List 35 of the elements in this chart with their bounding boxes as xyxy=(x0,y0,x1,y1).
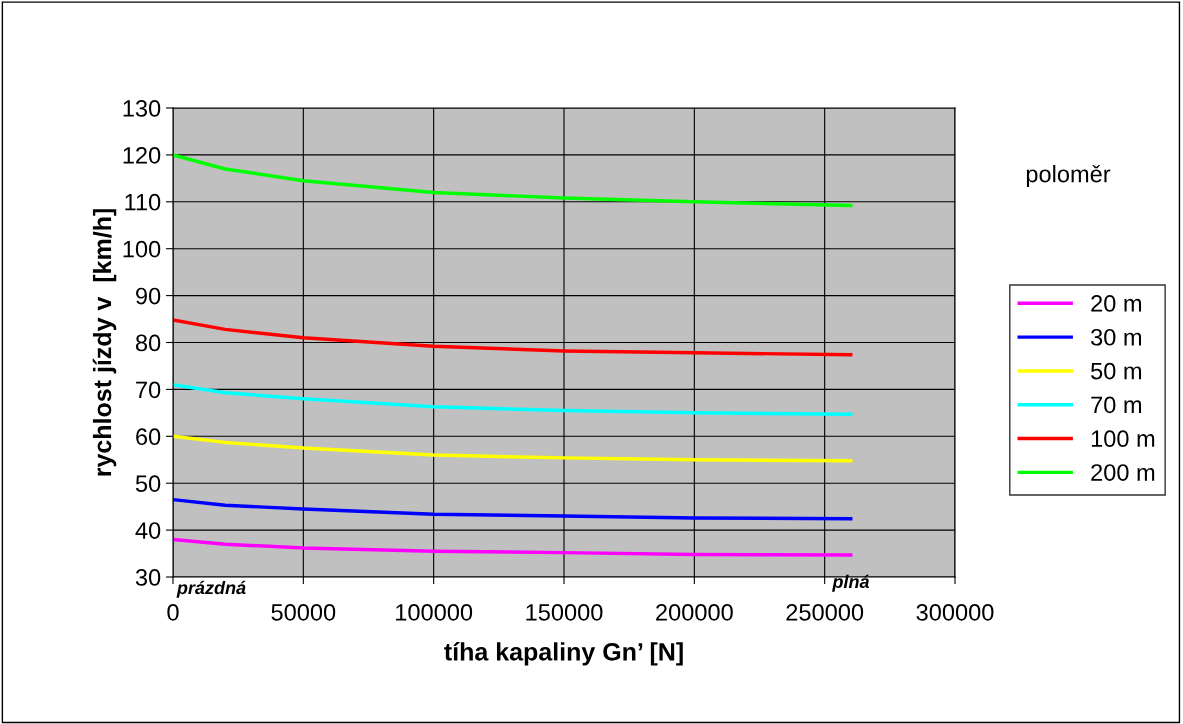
y-tick-label: 120 xyxy=(123,146,161,164)
y-tick-label: 100 xyxy=(123,240,161,258)
line-series xyxy=(173,153,853,208)
legend-label: 100 m xyxy=(1091,430,1155,448)
annotation: plná xyxy=(832,574,870,592)
x-tick-label: 200000 xyxy=(656,604,733,621)
x-tick-label: 100000 xyxy=(396,604,473,621)
y-tick-label: 130 xyxy=(123,100,161,117)
text: prázdná xyxy=(176,580,246,598)
x-axis-title: tíha kapaliny Gn’ [N] xyxy=(444,642,683,666)
x-tick-label: 250000 xyxy=(786,604,864,621)
y-tick-label: 70 xyxy=(136,381,161,399)
y-tick-label: 60 xyxy=(136,428,161,446)
x-tick-label: 0 xyxy=(167,604,179,621)
line-series xyxy=(173,318,853,357)
x-tick-label: 50000 xyxy=(271,604,336,621)
y-tick-label: 50 xyxy=(135,475,161,492)
x-tick-label: 300000 xyxy=(916,604,994,621)
line-series xyxy=(173,537,853,557)
y-tick-label: 30 xyxy=(135,569,161,586)
legend-label: 20 m xyxy=(1091,295,1142,312)
y-axis-title: rychlost jízdy v [km/h] xyxy=(92,209,117,476)
legend-label: 70 m xyxy=(1091,396,1142,414)
x-tick-label: 150000 xyxy=(526,604,603,621)
line-series xyxy=(173,434,853,463)
legend-label: 30 m xyxy=(1090,328,1142,346)
legend-label: 50 m xyxy=(1091,362,1142,380)
line-series xyxy=(173,382,853,416)
line-series xyxy=(173,497,853,521)
legend-label: 200 m xyxy=(1091,464,1155,481)
y-tick-label: 80 xyxy=(135,334,161,352)
y-tick-label: 110 xyxy=(125,193,161,211)
y-tick-label: 90 xyxy=(136,287,161,305)
legend-title: poloměr xyxy=(1026,164,1111,188)
y-tick-label: 40 xyxy=(135,522,161,539)
